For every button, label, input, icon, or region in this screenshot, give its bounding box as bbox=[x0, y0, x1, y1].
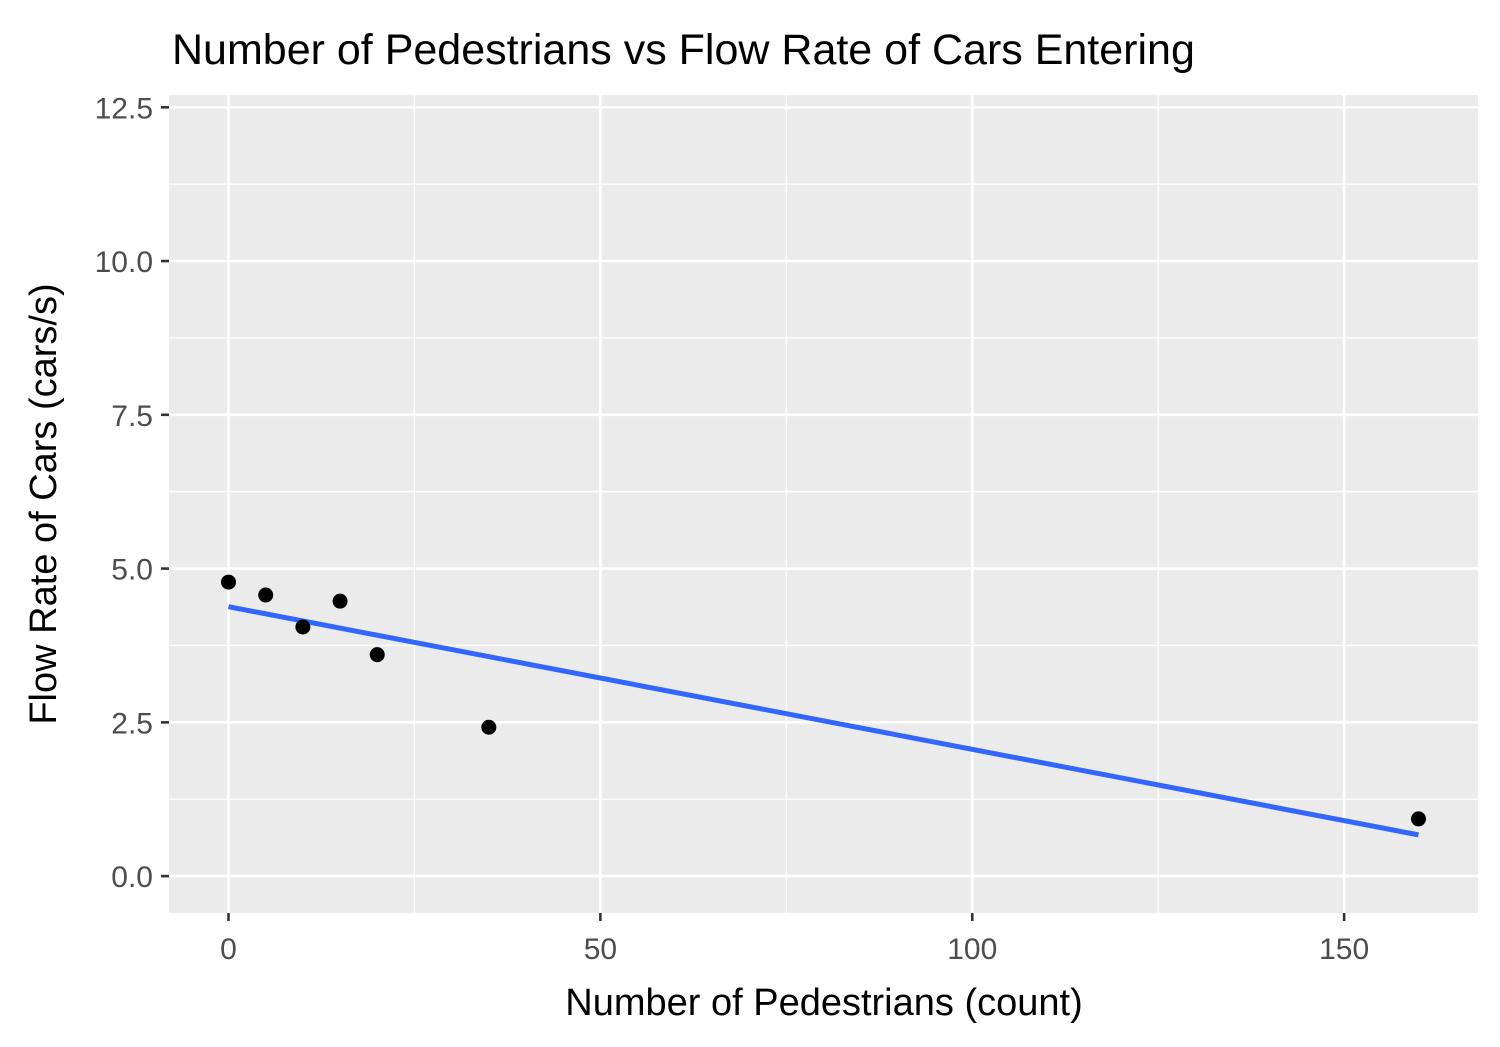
data-point bbox=[369, 647, 385, 663]
data-point bbox=[332, 593, 348, 609]
data-point bbox=[1411, 811, 1426, 827]
regression-line bbox=[228, 604, 1419, 838]
x-tick-label: 50 bbox=[584, 933, 617, 966]
grid-lines bbox=[169, 95, 1478, 913]
axis-ticks: 0.0 2.5 5.0 7.5 10.0 12.5 0 50 100 150 bbox=[95, 92, 1370, 966]
y-tick-label: 7.5 bbox=[111, 400, 153, 433]
data-point bbox=[295, 619, 311, 635]
data-points bbox=[221, 574, 1426, 827]
y-tick-label: 2.5 bbox=[111, 707, 153, 740]
y-tick-label: 10.0 bbox=[95, 246, 153, 279]
chart-title: Number of Pedestrians vs Flow Rate of Ca… bbox=[172, 26, 1195, 74]
x-tick-label: 150 bbox=[1319, 933, 1369, 966]
y-tick-label: 12.5 bbox=[95, 92, 153, 125]
data-point bbox=[258, 587, 274, 603]
y-axis-title: Flow Rate of Cars (cars/s) bbox=[23, 283, 65, 724]
x-axis-title: Number of Pedestrians (count) bbox=[565, 982, 1082, 1024]
data-point bbox=[481, 719, 497, 735]
x-tick-label: 100 bbox=[947, 933, 997, 966]
y-tick-label: 5.0 bbox=[111, 554, 153, 587]
plot-panel bbox=[169, 95, 1478, 913]
trend-line-layer bbox=[228, 604, 1419, 838]
y-tick-label: 0.0 bbox=[111, 861, 153, 894]
x-tick-label: 0 bbox=[220, 933, 237, 966]
data-point bbox=[221, 574, 236, 590]
